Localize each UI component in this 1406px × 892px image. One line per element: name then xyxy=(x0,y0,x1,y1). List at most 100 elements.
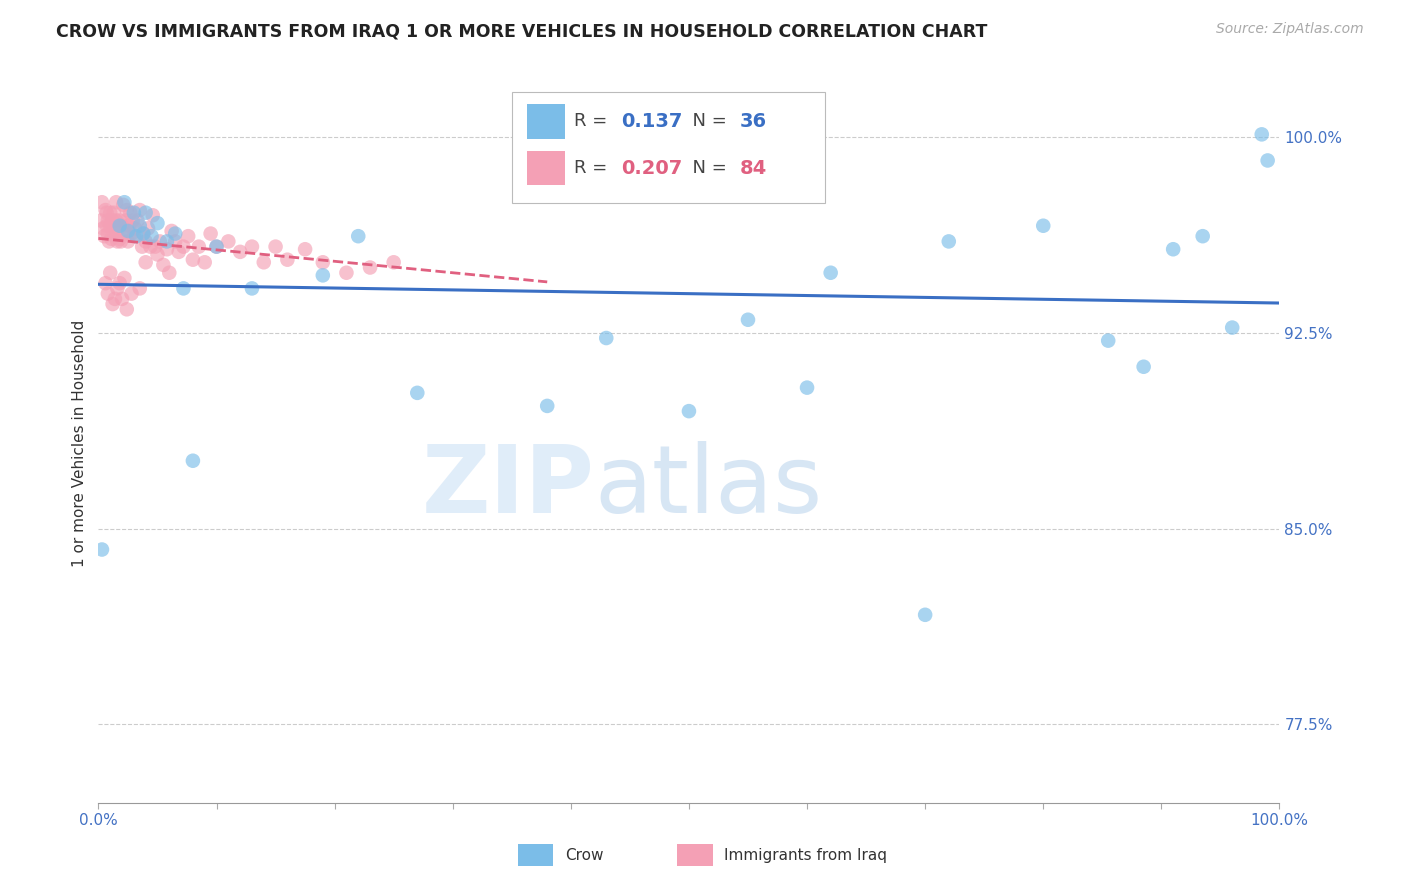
Bar xyxy=(678,845,713,866)
Point xyxy=(112,271,135,285)
Point xyxy=(139,239,162,253)
Point xyxy=(98,219,121,233)
Point xyxy=(111,292,134,306)
Point xyxy=(205,239,228,253)
Point xyxy=(240,239,263,253)
Point xyxy=(91,542,114,557)
Bar xyxy=(527,151,565,186)
Text: Source: ZipAtlas.com: Source: ZipAtlas.com xyxy=(1216,22,1364,37)
Point xyxy=(276,252,298,267)
Point xyxy=(359,260,381,275)
Point xyxy=(146,247,169,261)
Point xyxy=(264,239,287,253)
Text: 0.207: 0.207 xyxy=(621,159,683,178)
Point xyxy=(101,213,124,227)
Point xyxy=(172,239,194,253)
Point xyxy=(312,268,335,283)
Point xyxy=(205,239,228,253)
Point xyxy=(136,221,159,235)
Point xyxy=(820,266,842,280)
Text: N =: N = xyxy=(681,159,733,178)
Point xyxy=(187,239,209,253)
Point xyxy=(91,221,114,235)
Text: ZIP: ZIP xyxy=(422,441,595,533)
Point xyxy=(165,227,187,241)
Point xyxy=(914,607,936,622)
Point xyxy=(240,281,263,295)
Text: 36: 36 xyxy=(740,112,766,131)
Point xyxy=(149,235,172,249)
Point xyxy=(93,229,115,244)
Point xyxy=(253,255,276,269)
Point xyxy=(678,404,700,418)
Point xyxy=(122,205,145,219)
Point xyxy=(181,252,204,267)
Point xyxy=(114,213,136,227)
Point xyxy=(127,213,149,227)
Point xyxy=(177,229,200,244)
Point xyxy=(121,227,143,241)
Bar xyxy=(527,104,565,138)
Point xyxy=(115,203,138,218)
Point xyxy=(135,255,157,269)
Point xyxy=(94,203,117,218)
Point xyxy=(143,239,166,253)
Text: Crow: Crow xyxy=(565,847,603,863)
Point xyxy=(135,205,157,219)
Point xyxy=(142,208,165,222)
Point xyxy=(108,219,131,233)
Point xyxy=(115,302,138,317)
Point xyxy=(104,292,127,306)
FancyBboxPatch shape xyxy=(512,92,825,203)
Point xyxy=(156,235,179,249)
Point xyxy=(312,255,335,269)
Point xyxy=(100,232,122,246)
Point xyxy=(94,276,117,290)
Point xyxy=(121,286,143,301)
Point xyxy=(938,235,960,249)
Point xyxy=(97,213,120,227)
Point xyxy=(108,276,131,290)
Text: R =: R = xyxy=(575,159,613,178)
Point xyxy=(200,227,222,241)
Text: R =: R = xyxy=(575,112,613,130)
Point xyxy=(117,224,139,238)
Point xyxy=(112,227,135,241)
Point xyxy=(1161,242,1184,256)
Point xyxy=(97,286,120,301)
Point xyxy=(105,281,128,295)
Point xyxy=(98,205,121,219)
Point xyxy=(108,213,131,227)
Point xyxy=(536,399,558,413)
Point xyxy=(132,227,155,241)
Point xyxy=(135,235,157,249)
Point xyxy=(1032,219,1054,233)
Point xyxy=(1250,128,1272,142)
Point xyxy=(108,232,131,246)
Point xyxy=(124,221,146,235)
Bar xyxy=(517,845,553,866)
Point xyxy=(125,229,148,244)
Point xyxy=(104,229,127,244)
Point xyxy=(141,229,163,244)
Point xyxy=(146,216,169,230)
Point xyxy=(103,205,125,219)
Point xyxy=(112,198,135,212)
Point xyxy=(128,219,150,233)
Point xyxy=(107,221,129,235)
Point xyxy=(97,227,120,241)
Point xyxy=(217,235,239,249)
Text: 84: 84 xyxy=(740,159,768,178)
Point xyxy=(156,242,179,256)
Point xyxy=(131,239,153,253)
Point xyxy=(128,203,150,218)
Point xyxy=(128,281,150,295)
Text: atlas: atlas xyxy=(595,441,823,533)
Point xyxy=(132,227,155,241)
Point xyxy=(105,213,128,227)
Text: CROW VS IMMIGRANTS FROM IRAQ 1 OR MORE VEHICLES IN HOUSEHOLD CORRELATION CHART: CROW VS IMMIGRANTS FROM IRAQ 1 OR MORE V… xyxy=(56,22,987,40)
Point xyxy=(181,454,204,468)
Y-axis label: 1 or more Vehicles in Household: 1 or more Vehicles in Household xyxy=(72,320,87,567)
Point xyxy=(120,205,142,219)
Point xyxy=(90,213,112,227)
